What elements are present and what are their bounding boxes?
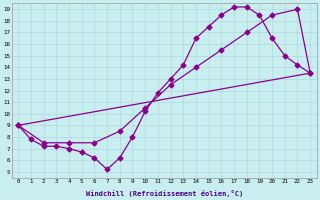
X-axis label: Windchill (Refroidissement éolien,°C): Windchill (Refroidissement éolien,°C) bbox=[85, 190, 243, 197]
